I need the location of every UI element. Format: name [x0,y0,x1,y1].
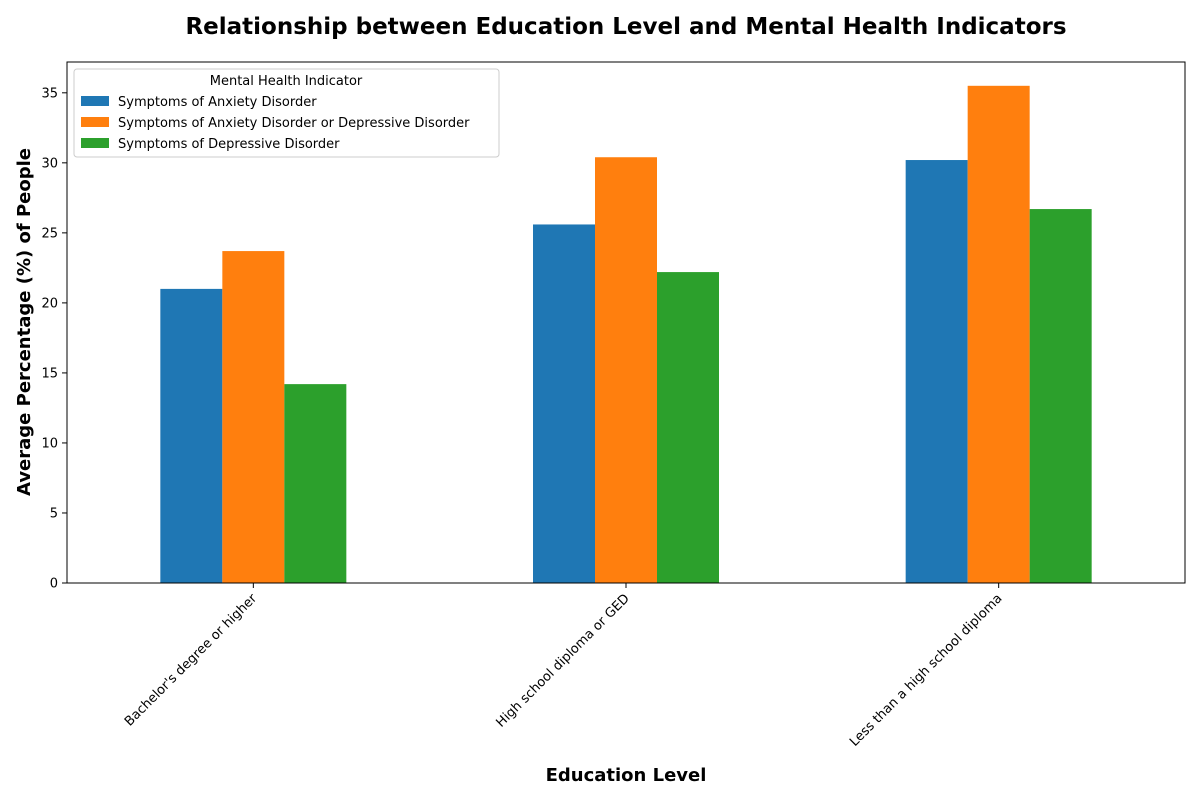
plot-area: 0 5 10 15 20 25 30 35 Bachelor's degree or highe… [41,85,1092,750]
chart-title: Relationship between Education Level and… [185,14,1066,40]
y-tick-label: 30 [41,156,58,171]
bar [284,384,347,583]
legend-swatch [81,138,109,148]
y-tick-label: 25 [41,226,58,241]
legend: Mental Health Indicator Symptoms of Anxi… [73,68,500,158]
y-tick-label: 15 [41,366,58,381]
y-tick-label: 0 [50,577,58,592]
legend-swatch [81,117,109,127]
legend-entry: Symptoms of Anxiety Disorder [118,95,317,110]
y-axis-label: Average Percentage (%) of People [14,148,35,496]
bar [967,85,1030,583]
bar [595,157,657,583]
bar [160,288,223,583]
x-tick-label: Less than a high school diploma [847,591,1005,749]
x-tick-label: High school diploma or GED [494,591,633,730]
bar [1029,209,1092,583]
legend-entry: Symptoms of Anxiety Disorder or Depressi… [118,116,470,131]
legend-entry: Symptoms of Depressive Disorder [118,137,340,152]
legend-box [73,68,500,158]
x-axis-label: Education Level [546,765,707,786]
x-tick-label: Bachelor's degree or higher [122,591,261,730]
y-tick-label: 10 [41,436,58,451]
legend-title: Mental Health Indicator [210,74,363,89]
plot-frame [66,61,1186,584]
bar [222,251,285,584]
bar [533,224,595,583]
bar [905,160,968,583]
y-tick-label: 35 [41,86,58,101]
y-tick-label: 5 [50,506,58,521]
legend-swatch [81,96,109,106]
y-tick-label: 20 [41,296,58,311]
bar [657,272,719,583]
